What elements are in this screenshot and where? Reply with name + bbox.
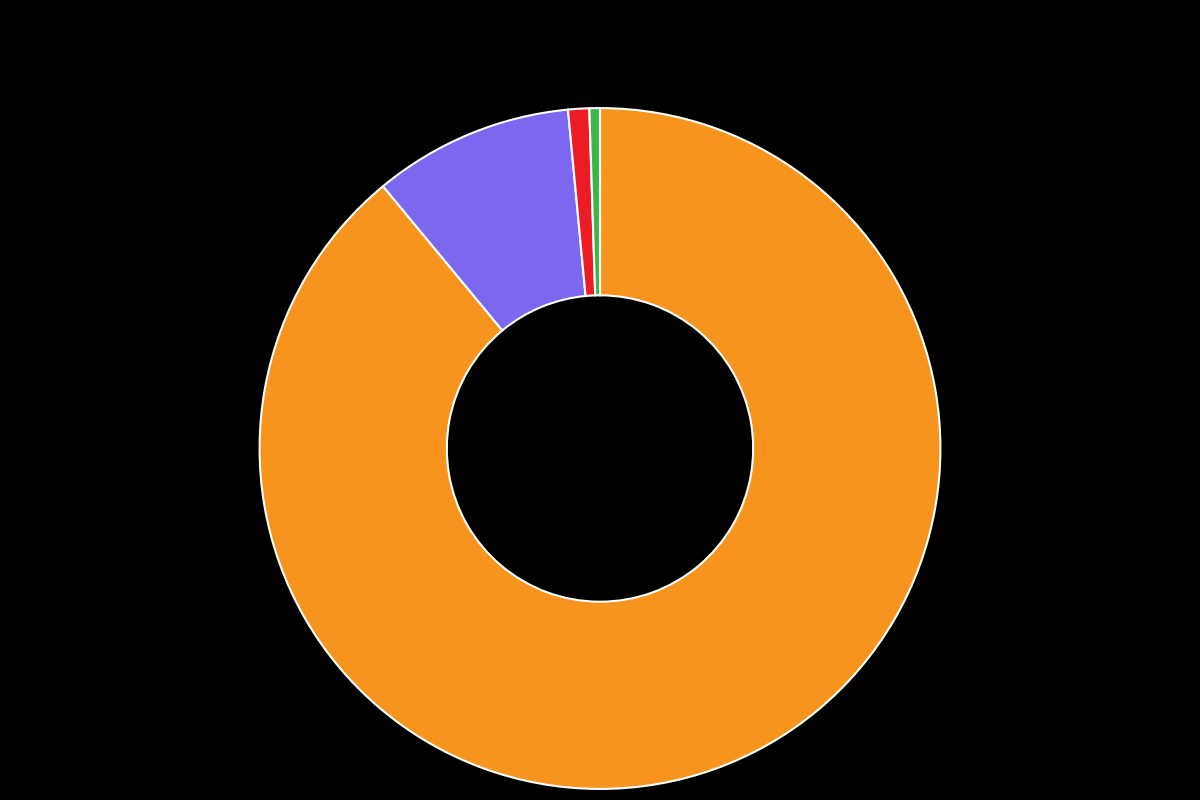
Wedge shape: [259, 108, 941, 789]
Wedge shape: [568, 108, 595, 296]
Wedge shape: [383, 110, 586, 330]
Wedge shape: [589, 108, 600, 295]
